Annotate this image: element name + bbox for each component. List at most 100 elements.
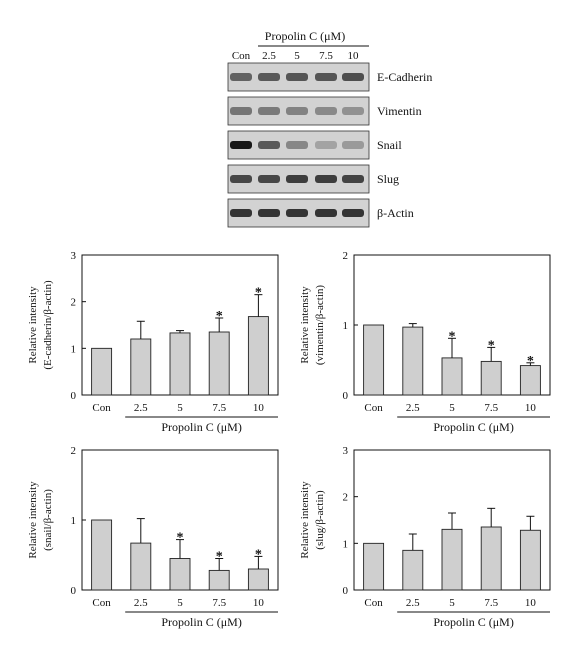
- blot-band: [315, 209, 337, 217]
- bar: [480, 360, 502, 396]
- bar: [208, 331, 230, 396]
- x-tick-label: 2.5: [134, 402, 148, 414]
- x-tick-label: 10: [525, 597, 537, 609]
- western-blot-figure: Propolin C (μM) Con 2.5 5 7.5 10 E-Cadherin Vim…: [227, 29, 432, 228]
- blot-band: [230, 209, 252, 217]
- significance-marker: *: [255, 547, 262, 562]
- y-tick-label: 2: [71, 445, 77, 457]
- y-axis-label-line2: (snail/β-actin): [42, 489, 54, 551]
- bar: [363, 324, 385, 396]
- y-tick-label: 3: [343, 445, 349, 457]
- blot-band: [258, 73, 280, 81]
- blot-band: [342, 175, 364, 183]
- y-tick-label: 1: [71, 343, 77, 355]
- y-tick-label: 1: [71, 515, 77, 527]
- y-axis-label-line2: (slug/β-actin): [314, 490, 326, 550]
- blot-band: [258, 107, 280, 115]
- blot-row-3: Slug: [227, 164, 399, 194]
- y-tick-label: 0: [343, 390, 349, 402]
- y-tick-label: 1: [343, 538, 349, 550]
- y-tick-label: 2: [71, 297, 77, 309]
- bar: [247, 568, 269, 591]
- significance-marker: *: [527, 354, 534, 369]
- blot-band: [286, 175, 308, 183]
- x-tick-label: 2.5: [406, 597, 420, 609]
- blot-band: [230, 141, 252, 149]
- x-tick-label: 5: [177, 402, 183, 414]
- x-tick-label: Con: [92, 597, 111, 609]
- y-axis-label-line2: (vimentin/β-actin): [314, 285, 326, 365]
- ecadherin-bar-chart: 0 1 2 3 Con 2.5 5 * 7.5 * 10 Propolin C (μM) Relativ…: [20, 245, 290, 445]
- x-tick-label: 5: [449, 597, 455, 609]
- x-axis-label: Propolin C (μM): [433, 420, 513, 434]
- bar: [130, 542, 152, 591]
- bar: [208, 569, 230, 591]
- blot-band: [342, 73, 364, 81]
- blot-row-2: Snail: [227, 130, 402, 160]
- bar: [441, 528, 463, 591]
- bar: [247, 316, 269, 396]
- blot-lane-label: Con: [232, 50, 251, 62]
- x-axis-label: Propolin C (μM): [161, 420, 241, 434]
- bar: [363, 542, 385, 591]
- x-tick-label: 7.5: [484, 402, 498, 414]
- significance-marker: *: [488, 338, 495, 353]
- blot-band: [286, 73, 308, 81]
- y-tick-label: 2: [343, 250, 349, 262]
- y-tick-label: 3: [71, 250, 77, 262]
- blot-band: [258, 209, 280, 217]
- blot-protein-label: Vimentin: [377, 104, 422, 118]
- bar: [402, 549, 424, 591]
- blot-band: [258, 141, 280, 149]
- x-tick-label: Con: [364, 402, 383, 414]
- y-tick-label: 1: [343, 320, 349, 332]
- blot-band: [258, 175, 280, 183]
- significance-marker: *: [216, 550, 223, 565]
- x-tick-label: 7.5: [212, 597, 226, 609]
- x-tick-label: 2.5: [134, 597, 148, 609]
- blot-lane-label: 10: [348, 50, 360, 62]
- x-axis-label: Propolin C (μM): [161, 615, 241, 629]
- blot-row-0: E-Cadherin: [227, 62, 432, 92]
- y-axis-label-line2: (E-cadherin/β-actin): [42, 280, 54, 370]
- blot-band: [315, 107, 337, 115]
- x-tick-label: Con: [364, 597, 383, 609]
- blot-protein-label: Slug: [377, 172, 399, 186]
- blot-band: [230, 107, 252, 115]
- bar: [91, 347, 113, 396]
- blot-band: [315, 175, 337, 183]
- y-axis-label-line1: Relative intensity: [27, 286, 39, 364]
- blot-band: [286, 209, 308, 217]
- bar: [519, 365, 541, 396]
- blot-band: [342, 209, 364, 217]
- blot-band: [342, 141, 364, 149]
- western-blot-panel: Propolin C (μM) Con 2.5 5 7.5 10 E-Cadherin Vim…: [0, 0, 581, 240]
- x-tick-label: 10: [253, 402, 265, 414]
- bar: [169, 332, 191, 396]
- blot-band: [286, 107, 308, 115]
- x-axis-label: Propolin C (μM): [433, 615, 513, 629]
- y-tick-label: 0: [343, 585, 349, 597]
- snail-bar-chart: 0 1 2 Con 2.5 * 5 * 7.5 * 10 Propolin C (μM) Relativ…: [20, 440, 290, 640]
- bar: [480, 526, 502, 591]
- blot-band: [342, 107, 364, 115]
- x-tick-label: 7.5: [212, 402, 226, 414]
- bar: [519, 529, 541, 591]
- x-tick-label: 7.5: [484, 597, 498, 609]
- x-tick-label: 10: [253, 597, 265, 609]
- x-tick-label: 2.5: [406, 402, 420, 414]
- x-tick-label: 5: [177, 597, 183, 609]
- bar: [91, 519, 113, 591]
- bar: [130, 338, 152, 396]
- blot-band: [286, 141, 308, 149]
- blot-protein-label: β-Actin: [377, 206, 414, 220]
- significance-marker: *: [216, 309, 223, 324]
- vimentin-bar-chart: 0 1 2 Con 2.5 * 5 * 7.5 * 10 Propolin C (μM) Relativ…: [292, 245, 562, 445]
- blot-band: [230, 73, 252, 81]
- significance-marker: *: [449, 329, 456, 344]
- blot-protein-label: E-Cadherin: [377, 70, 432, 84]
- blot-header-title: Propolin C (μM): [265, 29, 345, 43]
- y-axis-label-line1: Relative intensity: [27, 481, 39, 559]
- blot-row-1: Vimentin: [227, 96, 422, 126]
- significance-marker: *: [255, 286, 262, 301]
